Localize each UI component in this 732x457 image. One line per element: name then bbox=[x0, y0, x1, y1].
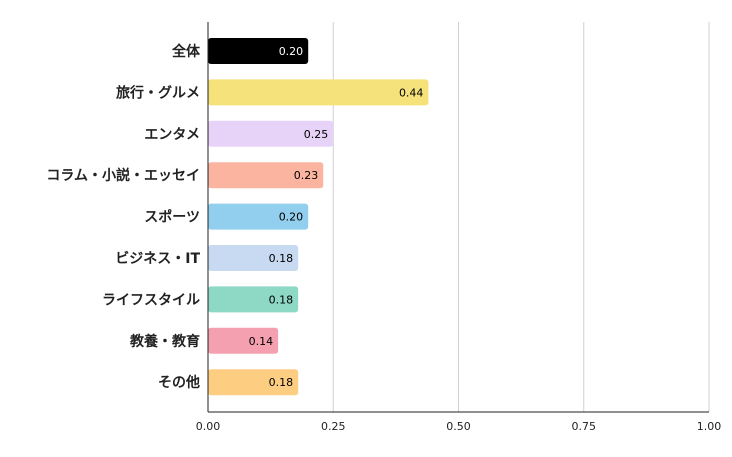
category-label: 旅行・グルメ bbox=[116, 84, 200, 101]
bar bbox=[208, 79, 429, 106]
axes bbox=[207, 22, 709, 413]
bar-value-label: 0.18 bbox=[269, 376, 294, 389]
gridlines bbox=[332, 22, 710, 412]
category-label: ライフスタイル bbox=[102, 292, 200, 308]
bar-value-label: 0.14 bbox=[249, 335, 274, 348]
x-tick-label: 0.50 bbox=[446, 420, 471, 433]
bar-value-label: 0.23 bbox=[294, 169, 319, 182]
x-tick-label: 0.75 bbox=[572, 420, 597, 433]
bar bbox=[208, 286, 299, 313]
category-label: その他 bbox=[158, 374, 200, 391]
category-label: コラム・小説・エッセイ bbox=[46, 167, 200, 184]
category-label: ビジネス・IT bbox=[115, 251, 200, 267]
bar bbox=[208, 369, 299, 396]
bar bbox=[208, 38, 309, 64]
bar-value-label: 0.20 bbox=[279, 45, 304, 58]
bar bbox=[208, 245, 299, 271]
bar-value-label: 0.20 bbox=[279, 211, 304, 224]
labels: 0.00 0.25 0.50 0.75 1.00 0.20 全体 0.44 旅行・グルメ 0.25… bbox=[46, 43, 721, 433]
x-tick-label: 1.00 bbox=[697, 420, 722, 433]
x-tick-label: 0.00 bbox=[196, 420, 221, 433]
bar-value-label: 0.18 bbox=[269, 293, 294, 306]
bar-value-label: 0.44 bbox=[399, 86, 424, 99]
category-label: スポーツ bbox=[144, 209, 200, 226]
bar bbox=[208, 162, 324, 189]
bar bbox=[208, 120, 334, 147]
category-label: エンタメ bbox=[144, 127, 200, 143]
bar-value-label: 0.18 bbox=[269, 252, 294, 265]
bar-value-label: 0.25 bbox=[304, 128, 329, 141]
category-label: 全体 bbox=[171, 43, 201, 60]
bars bbox=[208, 38, 429, 396]
x-tick-label: 0.25 bbox=[321, 420, 346, 433]
category-label: 教養・教育 bbox=[130, 333, 200, 350]
bar bbox=[208, 327, 279, 354]
bar bbox=[208, 203, 309, 230]
